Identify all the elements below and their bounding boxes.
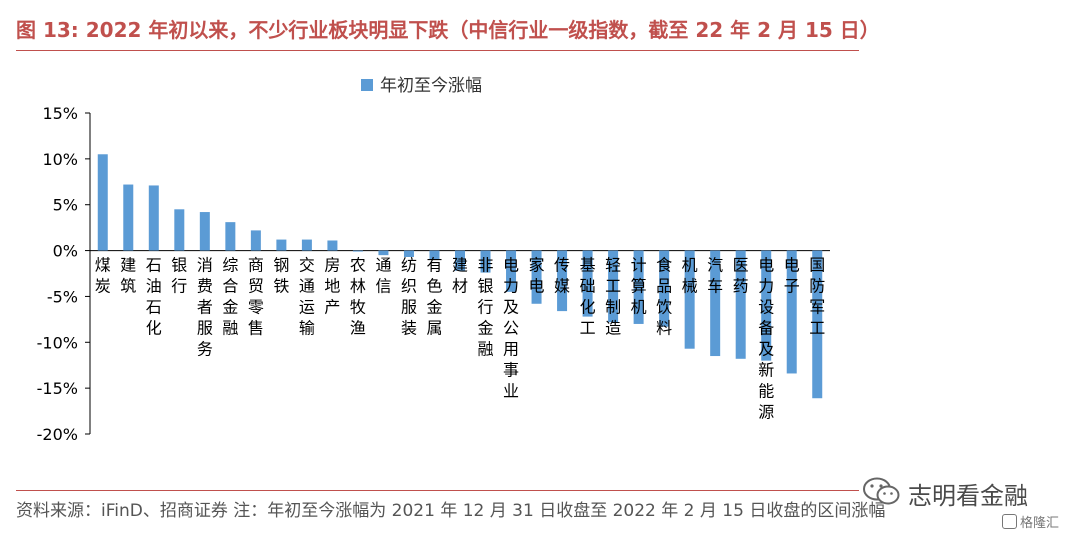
category-label: 通信: [375, 256, 391, 296]
watermark-logo: 格隆汇: [1002, 512, 1059, 531]
category-label: 商贸零售: [248, 256, 264, 338]
category-label: 纺织服装: [401, 256, 417, 338]
y-tick-label: -15%: [37, 379, 78, 398]
watermark-text: 志明看金融: [908, 482, 1028, 510]
bar: [301, 239, 312, 251]
category-label: 传媒: [554, 256, 570, 296]
bar: [659, 250, 670, 327]
bar: [199, 212, 210, 251]
category-label: 医药: [733, 256, 749, 296]
category-label: 建材: [452, 256, 468, 296]
category-label: 轻工制造: [605, 256, 621, 338]
bar: [429, 250, 440, 260]
category-label: 有色金属: [426, 256, 442, 338]
legend-label: 年初至今涨幅: [380, 76, 482, 96]
bar: [506, 250, 517, 292]
category-label: 机械: [682, 256, 698, 296]
legend: 年初至今涨幅: [361, 76, 482, 96]
bar: [633, 250, 644, 324]
bar: [455, 250, 465, 271]
bar: [582, 250, 593, 317]
bar: [684, 250, 695, 349]
wechat-icon: [863, 477, 900, 505]
bar: [148, 185, 159, 251]
bar: [378, 250, 389, 256]
bar: [276, 239, 287, 251]
bar: [352, 250, 363, 252]
y-tick-label: 5%: [53, 196, 78, 215]
bar: [174, 209, 185, 251]
bar: [327, 240, 338, 251]
bar: [480, 250, 491, 273]
chart-title: 图 13: 2022 年初以来，不少行业板块明显下跌（中信行业一级指数，截至 2…: [16, 18, 880, 42]
category-label: 房地产: [324, 256, 340, 317]
category-label: 电子: [784, 256, 800, 296]
category-label: 电力及公用事业: [503, 256, 519, 401]
bar: [225, 222, 236, 251]
bar: [761, 250, 772, 361]
y-axis: 15% 10% 5% 0% -5% -10% -15% -20%: [37, 104, 830, 444]
category-label: 电力设备及新能源: [758, 256, 774, 422]
y-tick-label: 15%: [42, 104, 78, 123]
bar: [250, 230, 261, 251]
watermark: 志明看金融 格隆汇: [862, 474, 1072, 532]
bar: [97, 154, 108, 251]
y-tick-label: -20%: [37, 425, 78, 444]
bar: [786, 250, 797, 374]
bar: [403, 250, 414, 257]
category-label: 计算机: [631, 256, 647, 317]
category-label: 家电: [529, 256, 545, 296]
category-label: 煤炭: [95, 256, 111, 296]
category-label: 钢铁: [273, 256, 289, 296]
title-divider: [16, 50, 859, 51]
category-label: 建筑: [120, 256, 136, 296]
bar: [608, 250, 619, 323]
category-label: 非银行金融: [478, 256, 494, 359]
category-label: 银行: [171, 256, 187, 296]
y-tick-label: 0%: [53, 242, 78, 261]
y-tick-label: 10%: [42, 150, 78, 169]
logo-text: 格隆汇: [1020, 516, 1060, 531]
category-label: 综合金融: [222, 256, 238, 338]
category-label: 国防军工: [809, 256, 825, 338]
category-label: 汽车: [707, 256, 723, 296]
source-note: 资料来源：iFinD、招商证券 注：年初至今涨幅为 2021 年 12 月 31…: [16, 501, 886, 521]
category-label: 石油石化: [146, 256, 162, 338]
category-labels: 煤炭建筑石油石化银行消费者服务综合金融商贸零售钢铁交通运输房地产农林牧渔通信纺织…: [95, 256, 825, 422]
bar: [123, 184, 134, 251]
category-label: 食品饮料: [656, 256, 672, 338]
footer-divider: [16, 490, 859, 491]
logo-mark-icon: [1002, 514, 1017, 529]
bar: [735, 250, 746, 359]
legend-swatch: [361, 79, 373, 91]
bar: [710, 250, 721, 357]
bars: [97, 154, 823, 399]
category-label: 基础化工: [580, 256, 596, 338]
y-tick-label: -5%: [47, 287, 78, 306]
bar-chart: 年初至今涨幅 15% 10% 5% 0% -5% -10% -15% -20% 煤炭建筑石油石…: [37, 76, 830, 444]
category-label: 交通运输: [299, 256, 315, 338]
bar: [531, 250, 542, 304]
category-label: 消费者服务: [197, 256, 213, 359]
category-label: 农林牧渔: [350, 256, 366, 338]
y-tick-label: -10%: [37, 333, 78, 352]
bar: [557, 250, 568, 312]
bar: [812, 250, 823, 399]
